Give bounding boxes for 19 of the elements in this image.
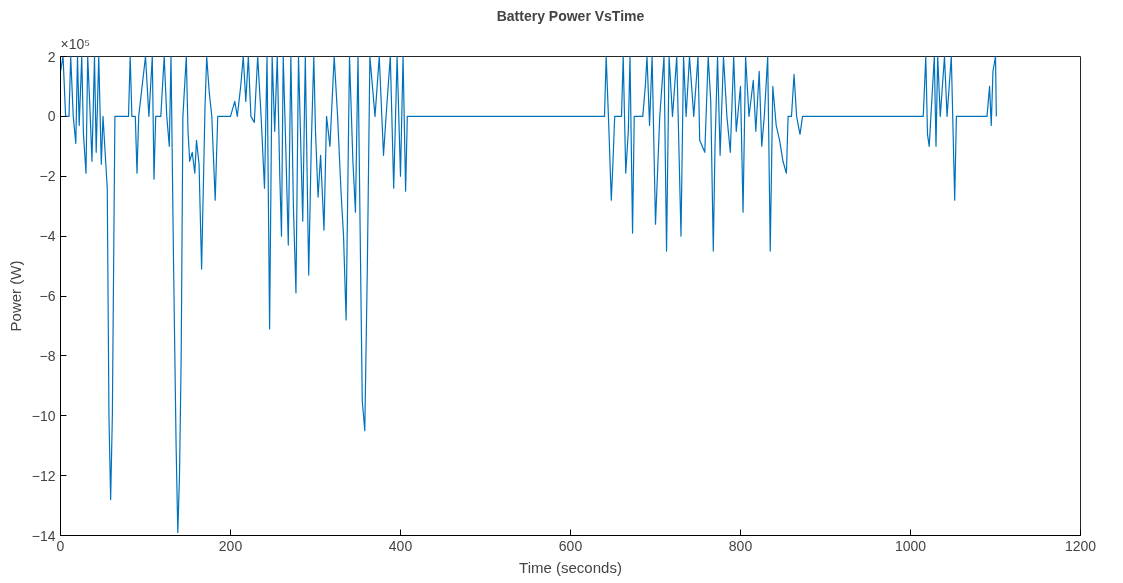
x-tick-label: 1200 [1064, 537, 1097, 554]
x-tick-label: 800 [728, 537, 753, 554]
x-tick-label: 600 [558, 537, 583, 554]
text: ×10⁵ [60, 35, 91, 52]
y-tick-label: −10 [31, 407, 56, 424]
y-tick-label: −14 [31, 527, 56, 544]
x-tick-label: 1000 [894, 537, 927, 554]
chart-title: Battery Power VsTime [496, 7, 645, 24]
y-tick-label: −4 [39, 228, 56, 245]
x-tick-label: 200 [218, 537, 243, 554]
y-tick-label: −6 [39, 288, 56, 304]
y-tick-label: −2 [39, 168, 56, 185]
y-tick-label: −12 [31, 467, 56, 484]
y-axis-title: Power (W) [6, 260, 24, 332]
x-tick-label: 400 [388, 537, 413, 554]
x-axis-title: Time (seconds) [519, 558, 622, 576]
y-tick-label: 2 [47, 48, 56, 65]
y-tick-label: −8 [39, 347, 56, 364]
y-tick-label: 0 [47, 108, 56, 125]
